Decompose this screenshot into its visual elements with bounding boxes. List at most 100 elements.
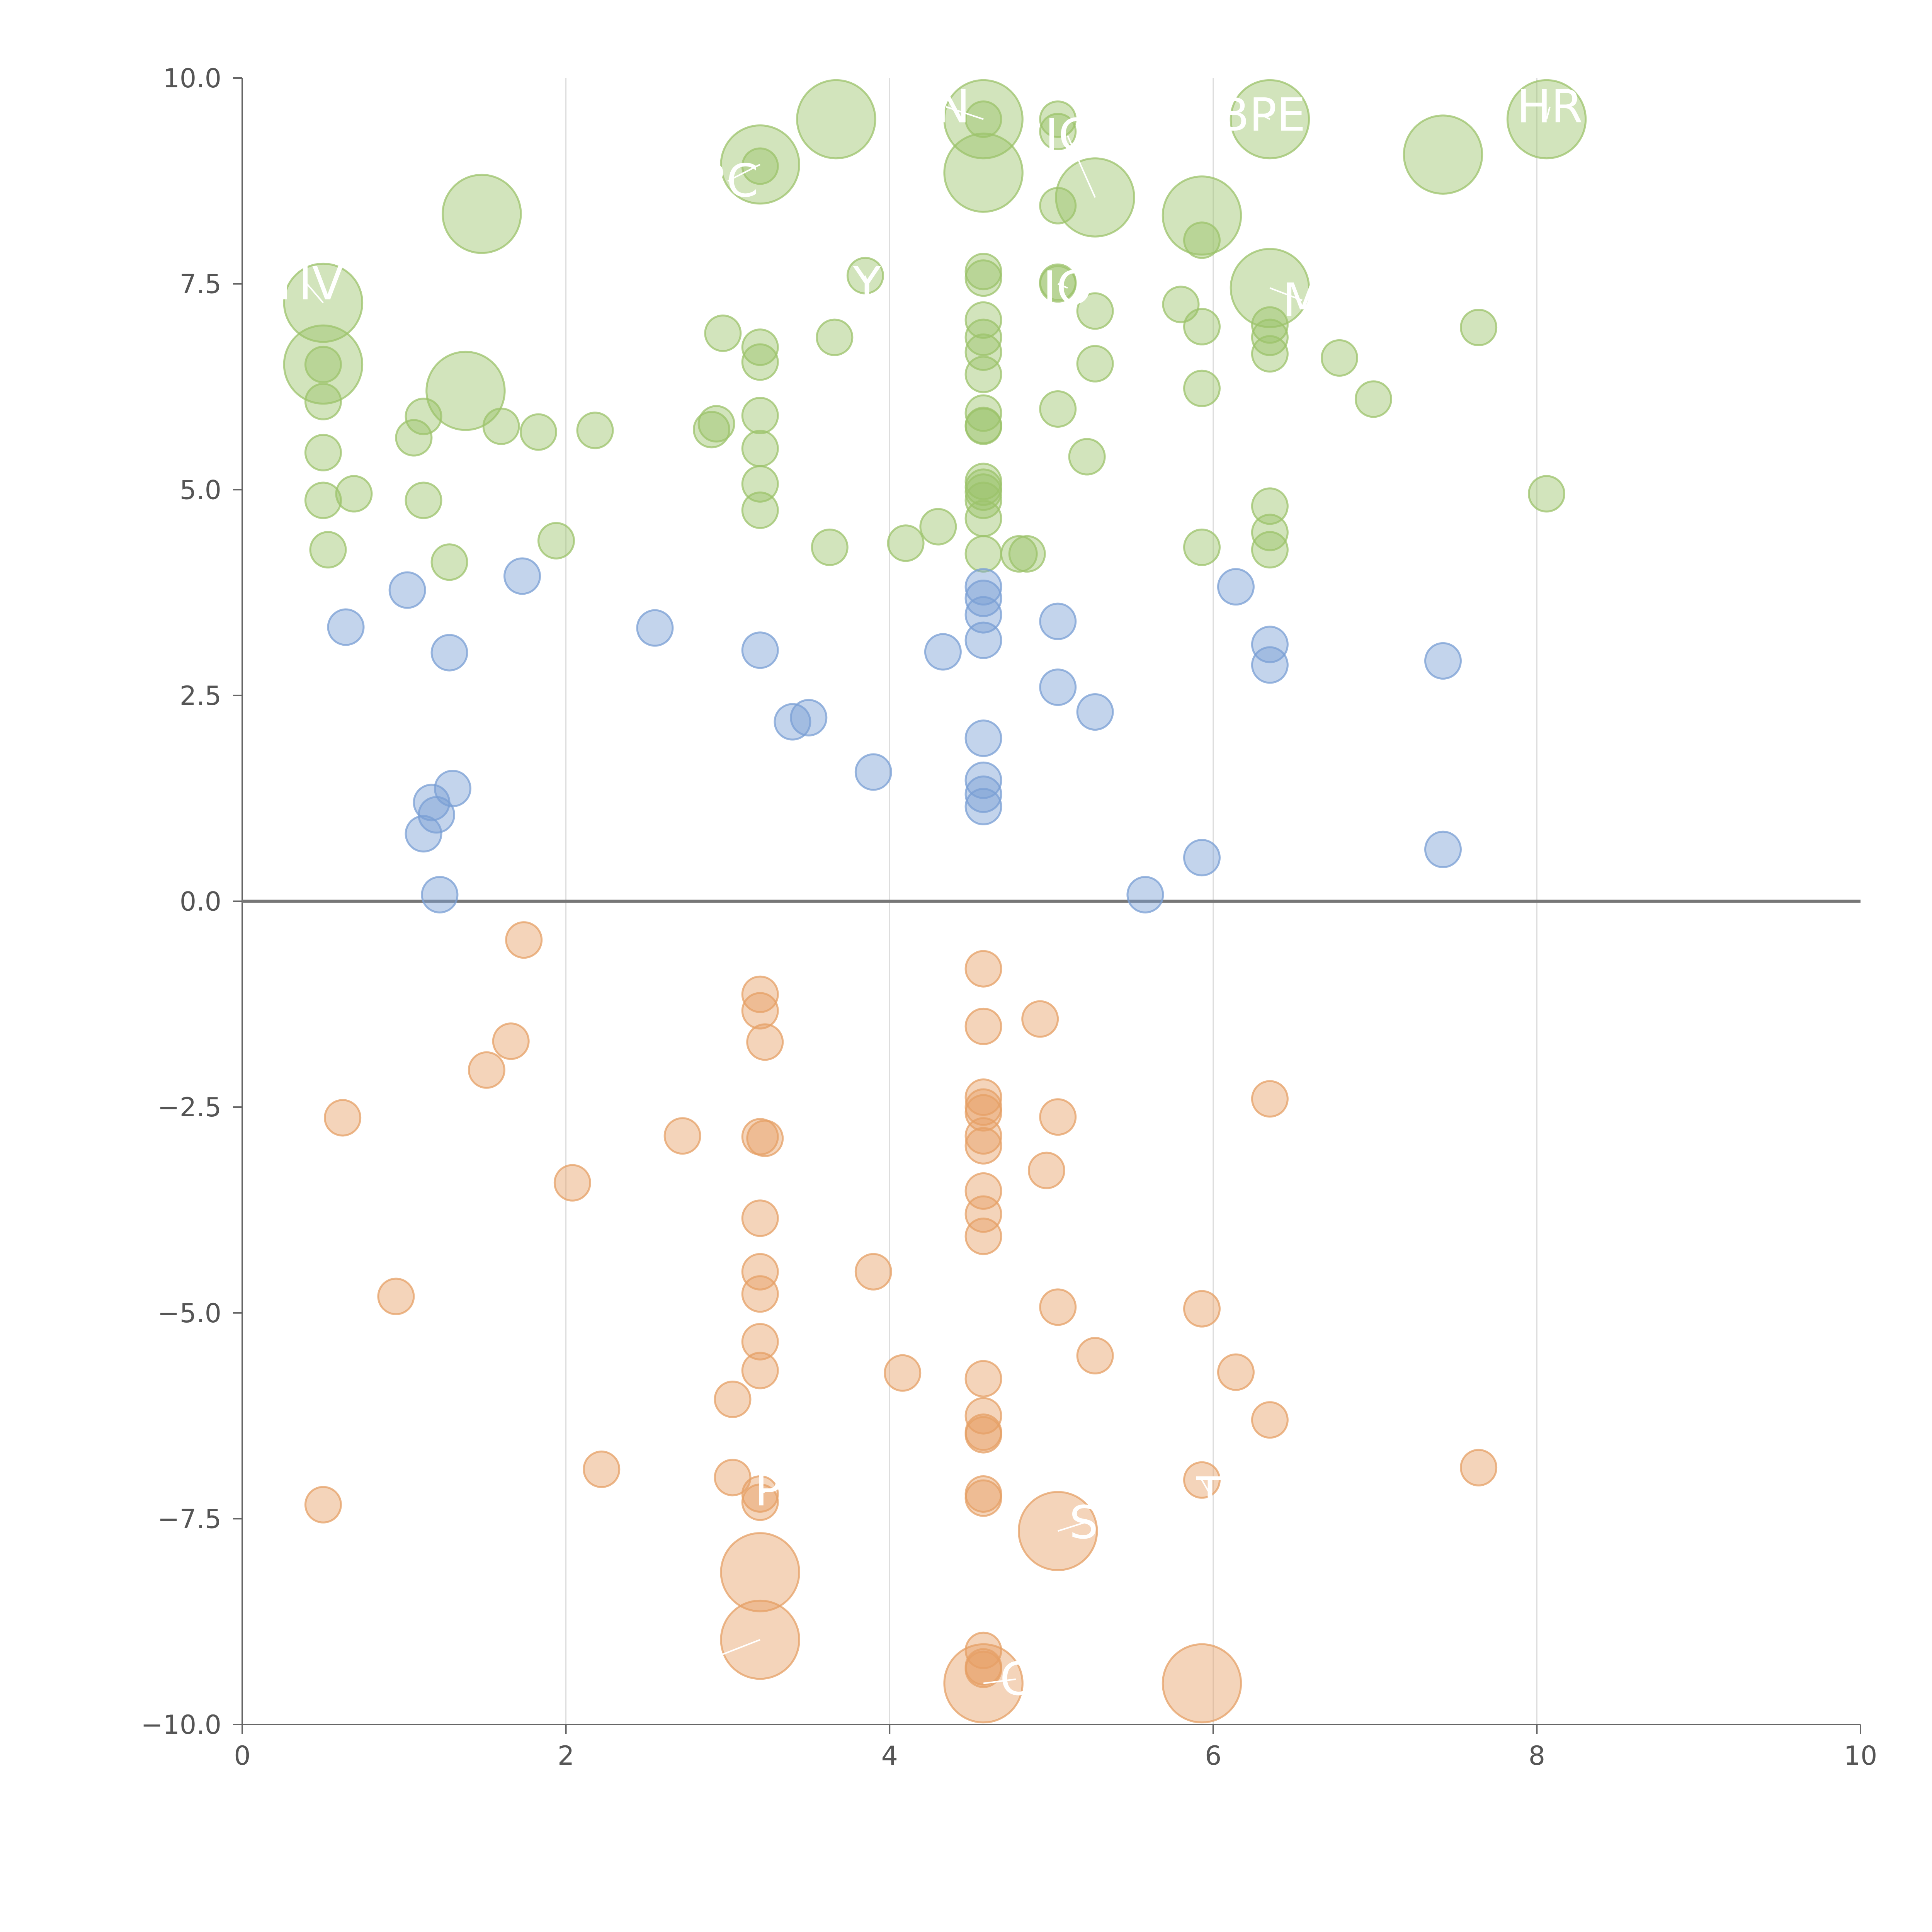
annotation-label: T: [1196, 1467, 1224, 1520]
bubble-positive-low: [405, 815, 442, 853]
bubble-negative: [964, 1397, 1002, 1435]
annotation-leader-line: [306, 283, 324, 303]
bubble-negative: [964, 950, 1002, 988]
bubble-positive-high: [1183, 308, 1221, 345]
y-tick-label: 7.5: [180, 269, 221, 300]
bubble-negative: [854, 1253, 892, 1291]
bubble-negative: [964, 1416, 1002, 1454]
bubble-negative: [1460, 1449, 1498, 1486]
bubble-positive-low: [774, 703, 811, 741]
bubble-negative: [746, 1119, 784, 1157]
annotation-leader-line: [1546, 107, 1551, 120]
bubble-negative: [741, 992, 779, 1030]
bubble-positive-high: [919, 508, 957, 546]
bubble-positive-low: [964, 776, 1002, 813]
bubble-positive-high: [964, 394, 1002, 432]
bubble-positive-high: [887, 524, 925, 562]
annotations: TIV RC IN IC BPE HR Y IO M P S T A C: [270, 80, 1583, 1706]
bubble-positive-low: [1039, 668, 1077, 706]
bubble-positive-high: [693, 411, 731, 449]
bubble-positive-high: [964, 259, 1002, 297]
bubble-positive-low: [1076, 693, 1114, 731]
bubble-positive-high: [1039, 390, 1077, 428]
bubble-positive-high: [1076, 345, 1114, 383]
bubble-positive-low: [924, 633, 962, 671]
bubble-positive-low: [327, 608, 365, 646]
bubble-positive-high: [1162, 175, 1242, 256]
annotation-label: P: [755, 1463, 782, 1516]
bubble-negative: [964, 1631, 1002, 1669]
bubble-positive-high: [1183, 221, 1221, 259]
bubble-positive-high: [1251, 335, 1289, 373]
bubble-negative: [1021, 1000, 1059, 1038]
bubble-positive-high: [816, 318, 854, 356]
bubble-negative: [1251, 1401, 1289, 1439]
bubble-negative: [884, 1354, 922, 1392]
annotation-label: IC: [1045, 109, 1090, 162]
x-tick-label: 6: [1205, 1741, 1221, 1771]
bubble-positive-high: [1008, 535, 1046, 573]
bubble-positive-high: [1403, 114, 1483, 195]
bubble-positive-low: [430, 634, 468, 672]
bubble-negative: [741, 1253, 779, 1291]
bubble-positive-high: [1039, 112, 1077, 150]
annotation-leader-line: [864, 275, 868, 284]
bubble-positive-high: [741, 492, 779, 529]
y-tick-label: −10.0: [141, 1710, 221, 1740]
bubble-negative: [964, 1127, 1002, 1165]
bubble-negative: [468, 1051, 505, 1089]
bubble-positive-high: [741, 343, 779, 381]
annotation-label: BPE: [1218, 88, 1306, 141]
annotation-label: RC: [697, 154, 759, 207]
annotation-label: C: [1000, 1652, 1032, 1706]
bubble-positive-low: [964, 719, 1002, 757]
bubble-positive-high: [425, 350, 506, 431]
bubble-negative: [746, 1023, 784, 1061]
bubble-negative: [1183, 1290, 1221, 1328]
bubble-positive-high: [943, 133, 1024, 213]
bubble-positive-high: [405, 481, 442, 519]
bubble-positive-high: [1251, 318, 1289, 356]
bubble-negative: [1217, 1353, 1255, 1391]
bubble-positive-low: [503, 557, 541, 595]
bubble-positive-high: [1068, 438, 1106, 476]
bubbles: [283, 79, 1587, 1724]
bubble-negative: [964, 1007, 1002, 1045]
bubble-positive-high: [741, 147, 779, 185]
annotation-leader-line: [727, 163, 761, 182]
bubble-positive-high: [1320, 339, 1358, 377]
axes: 0 2 4 6 8 10 10.0 7.5 5.0 2.5 0.0 −2.5 −5.0 −7.5 −10.0: [141, 63, 1878, 1771]
bubble-negative: [964, 1360, 1002, 1398]
y-tick-label: 10.0: [163, 63, 221, 94]
bubble-positive-high: [1528, 475, 1566, 513]
bubble-positive-high: [811, 528, 849, 566]
y-tick-label: 2.5: [180, 681, 221, 711]
bubble-negative: [1039, 1098, 1077, 1136]
annotation-label: TIV: [270, 257, 344, 310]
bubble-positive-high: [1183, 528, 1221, 566]
bubble-positive-high: [964, 473, 1002, 511]
bubble-positive-low: [1251, 646, 1289, 684]
bubble-positive-high: [964, 535, 1002, 573]
annotation-label: M: [1282, 273, 1322, 327]
bubble-negative: [1039, 1288, 1077, 1326]
bubble-negative: [324, 1099, 362, 1137]
bubble-negative: [1162, 1643, 1242, 1724]
bubble-positive-low: [1183, 839, 1221, 877]
bubble-positive-high: [405, 398, 442, 435]
bubble-positive-low: [636, 609, 674, 647]
annotation-leader-line: [1269, 287, 1303, 301]
x-tick-label: 8: [1529, 1741, 1545, 1771]
bubble-positive-low: [1424, 830, 1462, 868]
annotation-label: IN: [922, 80, 970, 133]
annotation-leader-line: [946, 106, 984, 120]
bubble-positive-high: [1183, 369, 1221, 407]
bubble-positive-high: [1354, 380, 1392, 418]
bubble-positive-low: [854, 753, 892, 791]
bubble-negative: [964, 1195, 1002, 1233]
bubble-positive-low: [964, 761, 1002, 799]
bubble-positive-high: [537, 522, 575, 560]
bubble-positive-low: [741, 631, 779, 669]
annotation-leader-line: [1261, 114, 1270, 120]
y-tick-label: −5.0: [158, 1298, 221, 1329]
